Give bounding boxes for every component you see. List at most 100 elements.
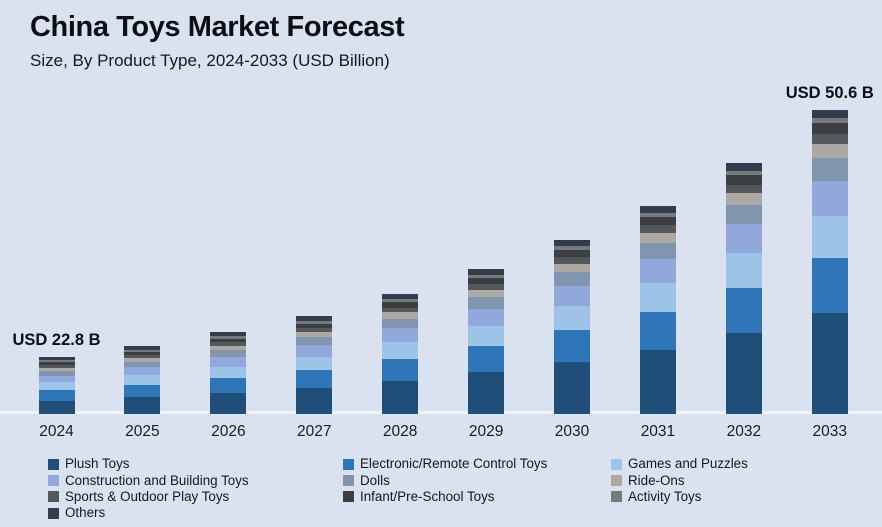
bar-segment	[468, 345, 505, 373]
bar-segment	[124, 375, 161, 385]
bar-segment	[382, 380, 419, 414]
bar-segment	[124, 352, 161, 355]
value-annotation: USD 50.6 B	[785, 84, 874, 102]
legend-label: Games and Puzzles	[628, 456, 748, 472]
bar-segment	[296, 388, 333, 414]
legend-label: Dolls	[360, 472, 390, 488]
legend-swatch-icon	[611, 475, 622, 487]
bar-segment	[210, 336, 247, 339]
legend-swatch-icon	[48, 507, 59, 519]
bar-segment	[554, 263, 591, 273]
bar-segment	[468, 289, 505, 298]
bar-segment	[811, 134, 848, 145]
x-axis-label: 2025	[125, 423, 160, 440]
bar-segment	[725, 224, 762, 253]
stacked-bar-2026	[210, 332, 247, 414]
bar-segment	[124, 384, 161, 398]
page-title: China Toys Market Forecast	[30, 11, 405, 43]
page-subtitle: Size, By Product Type, 2024-2033 (USD Bi…	[30, 51, 390, 70]
stacked-bar-2033	[811, 110, 848, 414]
bar-segment	[639, 225, 676, 233]
legend: Plush Toys Electronic/Remote Control Toys…	[48, 456, 862, 522]
bar-segment	[554, 306, 591, 330]
bar-segment	[639, 217, 676, 226]
bar-segment	[639, 205, 676, 213]
bar-segment	[725, 205, 762, 225]
bar-segment	[811, 181, 848, 216]
bar-segment	[38, 375, 75, 383]
bar-segment	[124, 355, 161, 358]
bar-segment	[296, 323, 333, 328]
bar-segment	[296, 337, 333, 346]
legend-item: Activity Toys	[611, 489, 862, 505]
bar-segment	[725, 287, 762, 334]
bar-segment	[38, 364, 75, 368]
x-axis-label: 2033	[812, 423, 847, 440]
legend-item: Ride-Ons	[611, 473, 862, 489]
x-axis-label: 2029	[468, 423, 504, 440]
legend-item: Others	[48, 505, 343, 521]
bar-segment	[725, 184, 762, 194]
legend-swatch-icon	[48, 458, 59, 470]
bar-segment	[811, 117, 848, 124]
bar-segment	[296, 315, 333, 321]
x-axis-label: 2024	[39, 423, 74, 440]
bar-segment	[382, 302, 419, 308]
legend-swatch-icon	[611, 491, 622, 503]
stacked-bar-2024	[38, 357, 75, 414]
bar-segment	[725, 170, 762, 176]
stacked-bar-2025	[124, 345, 161, 414]
bar-segment	[124, 349, 161, 352]
bar-segment	[382, 299, 419, 303]
legend-item: Electronic/Remote Control Toys	[343, 456, 611, 472]
bar-segment	[468, 297, 505, 309]
x-axis-label: 2032	[726, 423, 762, 440]
bar-segment	[210, 393, 247, 414]
bar-segment	[811, 123, 848, 135]
bar-segment	[210, 342, 247, 346]
bar-segment	[554, 329, 591, 362]
bar-segment	[811, 257, 848, 313]
x-axis-baseline	[0, 411, 882, 414]
stacked-bar-2031	[639, 205, 676, 414]
legend-label: Construction and Building Toys	[65, 472, 249, 488]
bar-segment	[38, 382, 75, 391]
bar-segment	[38, 390, 75, 401]
bar-segment	[382, 318, 419, 329]
value-annotation: USD 22.8 B	[12, 331, 101, 349]
bar-segment	[210, 366, 247, 379]
bar-segment	[554, 285, 591, 307]
legend-item: Dolls	[343, 473, 611, 489]
bar-segment	[296, 345, 333, 357]
bar-segment	[639, 212, 676, 218]
stacked-bar-2028	[382, 294, 419, 414]
x-axis-label: 2026	[211, 423, 246, 440]
bar-segment	[210, 378, 247, 394]
legend-item: Sports & Outdoor Play Toys	[48, 489, 343, 505]
bar-segment	[124, 358, 161, 362]
bar-segment	[811, 312, 848, 414]
bar-segment	[210, 357, 247, 367]
bar-segment	[210, 338, 247, 343]
legend-swatch-icon	[343, 491, 354, 503]
bar-segment	[554, 239, 591, 247]
legend-item: Construction and Building Toys	[48, 473, 343, 489]
legend-swatch-icon	[343, 475, 354, 487]
bar-segment	[38, 400, 75, 414]
bar-segment	[382, 307, 419, 313]
bar-segment	[468, 284, 505, 290]
x-axis-label: 2031	[640, 423, 676, 440]
bar-segment	[296, 320, 333, 324]
bar-segment	[382, 312, 419, 319]
bar-segment	[468, 372, 505, 414]
x-axis-label: 2028	[382, 423, 418, 440]
legend-swatch-icon	[48, 475, 59, 487]
bar-segment	[639, 232, 676, 243]
bar-segment	[468, 268, 505, 275]
bar-segment	[639, 259, 676, 284]
legend-item: Games and Puzzles	[611, 456, 862, 472]
legend-item: Infant/Pre-School Toys	[343, 489, 611, 505]
x-axis-label: 2027	[297, 423, 332, 440]
